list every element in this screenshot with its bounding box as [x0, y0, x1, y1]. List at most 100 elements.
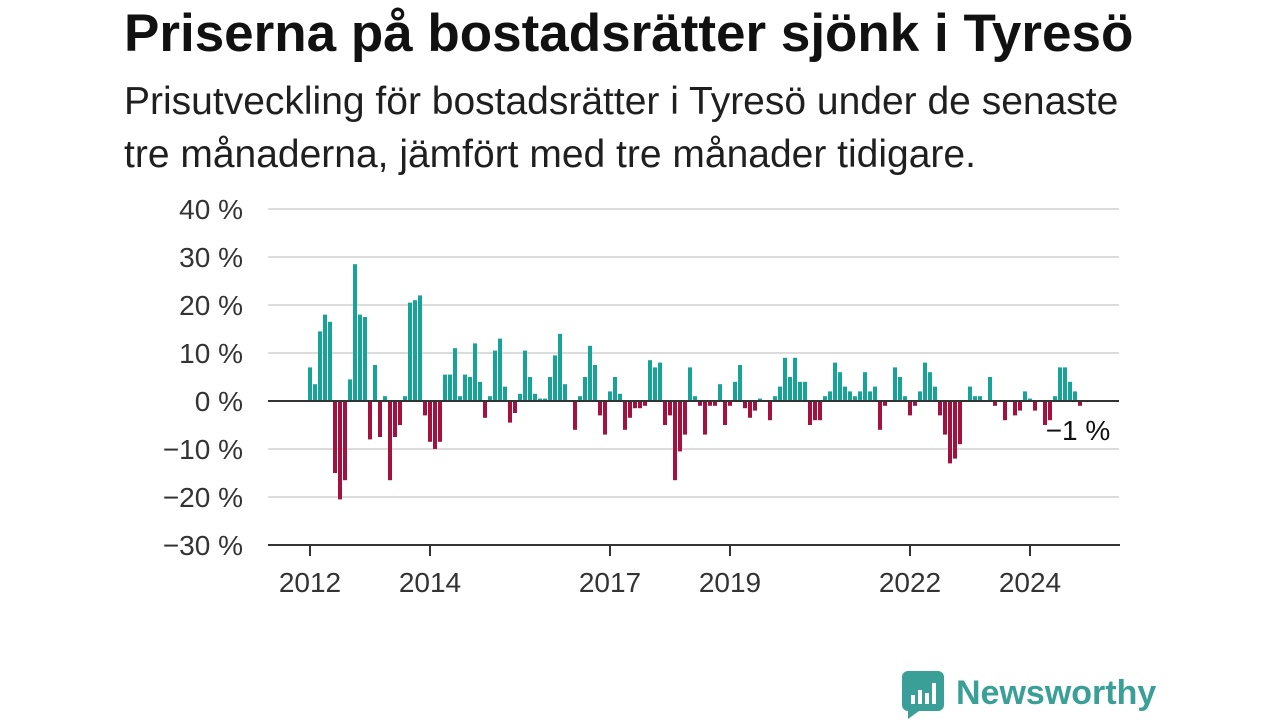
- bar-2023-01: [968, 386, 972, 401]
- y-tick-label: 40 %: [179, 194, 243, 225]
- bar-2020-11: [838, 372, 842, 401]
- bar-2017-12: [663, 401, 667, 425]
- x-tick-label: 2017: [579, 567, 641, 598]
- bar-2014-04: [443, 374, 447, 401]
- bar-2024-05: [1048, 401, 1052, 421]
- bar-2018-01: [668, 401, 672, 416]
- bar-2014-12: [483, 401, 487, 418]
- bar-2013-01: [368, 401, 372, 440]
- bar-2014-07: [458, 396, 462, 401]
- bar-2021-07: [878, 401, 882, 430]
- bar-2015-01: [488, 396, 492, 401]
- bar-2023-03: [978, 396, 982, 401]
- bar-2015-04: [503, 386, 507, 401]
- bar-2012-10: [353, 264, 357, 401]
- bar-2012-02: [313, 384, 317, 401]
- bar-2013-09: [408, 302, 412, 401]
- bar-2013-10: [413, 300, 417, 401]
- axes: [268, 400, 1120, 556]
- bar-2018-07: [698, 401, 702, 406]
- bar-2024-11: [1078, 401, 1082, 406]
- bar-2022-08: [943, 401, 947, 435]
- newsworthy-logo: Newsworthy: [902, 671, 1162, 719]
- y-tick-label: 30 %: [179, 242, 243, 273]
- bar-2016-08: [583, 377, 587, 401]
- bar-2023-12: [1023, 391, 1027, 401]
- logo-bar: [932, 683, 936, 704]
- bar-2015-12: [543, 398, 547, 401]
- bar-2013-02: [373, 365, 377, 401]
- bar-2019-04: [743, 401, 747, 409]
- bar-2017-11: [658, 362, 662, 401]
- bar-2018-06: [693, 396, 697, 401]
- x-tick-label: 2024: [999, 567, 1061, 598]
- bar-2018-10: [713, 401, 717, 406]
- bar-2016-04: [563, 384, 567, 401]
- chart-title: Priserna på bostadsrätter sjönk i Tyresö: [124, 4, 1134, 63]
- bar-2020-06: [813, 401, 817, 421]
- bar-2015-02: [493, 350, 497, 401]
- bar-2013-05: [388, 401, 392, 481]
- bar-2014-10: [473, 343, 477, 401]
- bar-2014-05: [448, 374, 452, 401]
- bar-2014-01: [428, 401, 432, 442]
- bar-2015-07: [518, 393, 522, 401]
- bar-2024-07: [1058, 367, 1062, 401]
- x-tick-label: 2019: [699, 567, 761, 598]
- bar-2024-04: [1043, 401, 1047, 425]
- bar-2015-09: [528, 377, 532, 401]
- last-value-label: −1 %: [1046, 415, 1111, 446]
- bar-2021-04: [863, 372, 867, 401]
- bar-2017-05: [628, 401, 632, 418]
- bar-2015-03: [498, 338, 502, 401]
- bars: [308, 264, 1082, 500]
- bar-2015-05: [508, 401, 512, 423]
- bar-2018-11: [718, 384, 722, 401]
- bar-2021-10: [893, 367, 897, 401]
- bar-2023-06: [993, 401, 997, 406]
- bar-chart: 40 % 30 % 20 % 10 % 0 % −10 % −20 % −30 % 2012 20…: [163, 194, 1120, 598]
- bar-2020-03: [798, 381, 802, 401]
- bar-2024-09: [1068, 381, 1072, 401]
- bar-2012-01: [308, 367, 312, 401]
- bar-2014-02: [433, 401, 437, 449]
- bar-2012-05: [328, 321, 332, 401]
- bar-2019-07: [758, 398, 762, 401]
- bar-2022-07: [938, 401, 942, 416]
- bar-2018-08: [703, 401, 707, 435]
- bar-2019-06: [753, 401, 757, 411]
- bar-2015-10: [533, 393, 537, 401]
- bar-2019-12: [783, 357, 787, 401]
- y-tick-label: 0 %: [195, 386, 243, 417]
- x-tick-label: 2014: [399, 567, 461, 598]
- bar-chart-bubble-icon: [902, 671, 944, 719]
- bar-2017-03: [618, 393, 622, 401]
- labels: 40 % 30 % 20 % 10 % 0 % −10 % −20 % −30 % 2012 20…: [163, 194, 1113, 598]
- bar-2021-06: [873, 386, 877, 401]
- y-tick-label: 10 %: [179, 338, 243, 369]
- bar-2021-11: [898, 377, 902, 401]
- logo-bar: [925, 693, 929, 704]
- bar-2017-07: [638, 401, 642, 409]
- bar-2022-01: [908, 401, 912, 416]
- bar-2022-02: [913, 401, 917, 406]
- bar-2023-08: [1003, 401, 1007, 421]
- bar-2017-08: [643, 401, 647, 406]
- bar-2024-08: [1063, 367, 1067, 401]
- bar-2012-06: [333, 401, 337, 473]
- bar-2024-10: [1073, 391, 1077, 401]
- bar-2013-11: [418, 295, 422, 401]
- gridlines: [268, 208, 1119, 498]
- bar-2017-04: [623, 401, 627, 430]
- bar-2020-01: [788, 377, 792, 401]
- bar-2024-02: [1033, 401, 1037, 411]
- bar-2014-06: [453, 348, 457, 401]
- bar-2022-04: [923, 362, 927, 401]
- bar-2016-10: [593, 365, 597, 401]
- bar-2017-01: [608, 391, 612, 401]
- bar-2020-12: [843, 386, 847, 401]
- bar-2018-05: [688, 367, 692, 401]
- bar-2021-05: [868, 391, 872, 401]
- bar-2014-03: [438, 401, 442, 442]
- bar-2021-08: [883, 401, 887, 406]
